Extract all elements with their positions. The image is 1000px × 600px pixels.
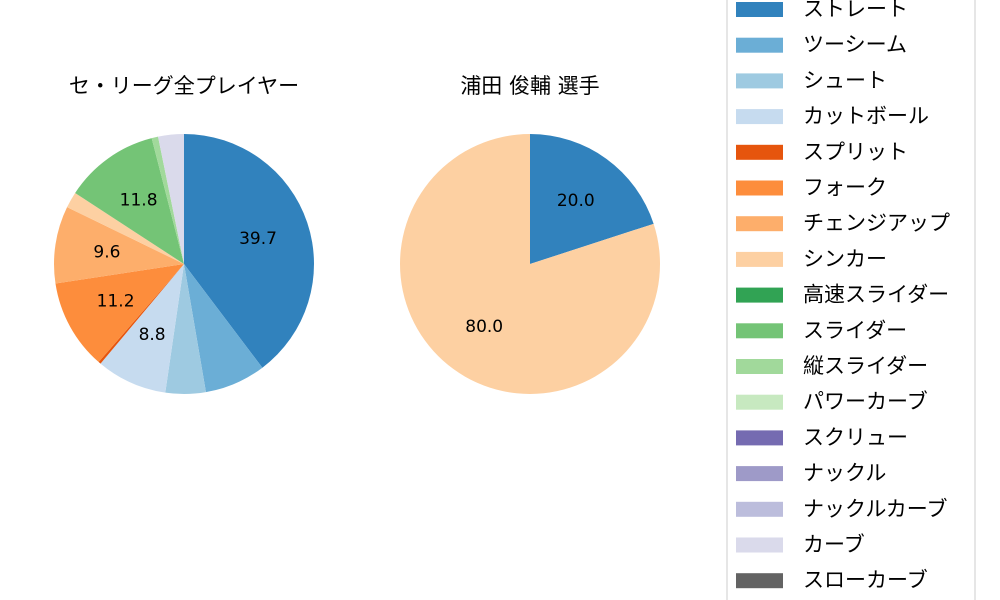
legend-swatch bbox=[736, 466, 783, 482]
slice-data-label: 9.6 bbox=[93, 242, 120, 262]
legend-label: パワーカーブ bbox=[803, 390, 928, 414]
legend-frame bbox=[726, 0, 976, 600]
pie-chart-player: 20.0 80.0 bbox=[400, 134, 661, 395]
pie-slice bbox=[75, 138, 184, 264]
legend-label: シュート bbox=[803, 68, 887, 92]
legend-label: ストレート bbox=[803, 0, 908, 21]
pie-slice bbox=[55, 264, 185, 363]
pie-slice bbox=[530, 134, 654, 264]
legend-label: スローカーブ bbox=[803, 568, 928, 592]
chart-title-player: 浦田 俊輔 選手 bbox=[460, 74, 599, 98]
legend-swatch bbox=[736, 359, 783, 374]
legend-label: 縦スライダー bbox=[803, 354, 928, 378]
legend-swatch bbox=[736, 287, 783, 303]
legend-swatch bbox=[736, 323, 783, 339]
legend-swatch bbox=[736, 394, 783, 410]
pie-slice bbox=[184, 264, 263, 393]
legend-label: スプリット bbox=[803, 140, 908, 164]
legend-swatch bbox=[736, 73, 783, 89]
slice-data-label: 80.0 bbox=[465, 317, 503, 337]
pie-slice bbox=[98, 264, 184, 364]
legend-label: チェンジアップ bbox=[803, 211, 950, 235]
slice-data-label: 8.8 bbox=[139, 325, 166, 345]
legend-swatch bbox=[736, 109, 783, 125]
pie-slice bbox=[158, 134, 184, 264]
legend-swatch bbox=[736, 573, 783, 589]
pie-slice bbox=[100, 264, 184, 393]
legend-swatch bbox=[736, 216, 783, 232]
legend-swatch bbox=[736, 501, 783, 517]
legend-label: スクリュー bbox=[803, 425, 908, 449]
legend-label: カーブ bbox=[803, 533, 865, 557]
slice-data-label: 11.8 bbox=[120, 191, 158, 211]
pie-slice bbox=[67, 192, 184, 264]
pie-slice bbox=[151, 136, 184, 264]
chart-title-league: セ・リーグ全プレイヤー bbox=[69, 74, 299, 98]
legend-label: 高速スライダー bbox=[803, 283, 949, 307]
legend-swatch bbox=[736, 251, 783, 267]
slice-data-label: 20.0 bbox=[557, 191, 595, 211]
legend-label: シンカー bbox=[803, 247, 887, 271]
slice-data-label: 39.7 bbox=[239, 229, 277, 249]
legend-swatch bbox=[736, 537, 783, 553]
slice-data-label: 11.2 bbox=[97, 292, 135, 312]
legend-swatch bbox=[736, 37, 783, 53]
pie-slice bbox=[400, 134, 661, 395]
pie-slice bbox=[165, 264, 206, 394]
legend-label: スライダー bbox=[803, 318, 907, 342]
legend: ストレートツーシームシュートカットボールスプリットフォークチェンジアップシンカー… bbox=[726, 0, 976, 600]
legend-label: フォーク bbox=[803, 176, 887, 200]
pie-chart-league: 39.7 8.811.2 9.6 11.8 bbox=[54, 134, 314, 394]
legend-swatch bbox=[736, 430, 783, 446]
legend-label: ナックル bbox=[803, 461, 886, 485]
legend-label: カットボール bbox=[803, 104, 929, 128]
legend-label: ナックルカーブ bbox=[803, 497, 947, 521]
legend-swatch bbox=[736, 180, 783, 196]
legend-swatch bbox=[736, 2, 783, 17]
legend-swatch bbox=[736, 144, 783, 160]
pie-slice bbox=[54, 207, 184, 284]
legend-label: ツーシーム bbox=[803, 33, 907, 57]
pie-slice bbox=[184, 134, 314, 368]
